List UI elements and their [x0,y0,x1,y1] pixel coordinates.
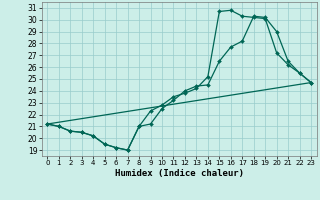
X-axis label: Humidex (Indice chaleur): Humidex (Indice chaleur) [115,169,244,178]
